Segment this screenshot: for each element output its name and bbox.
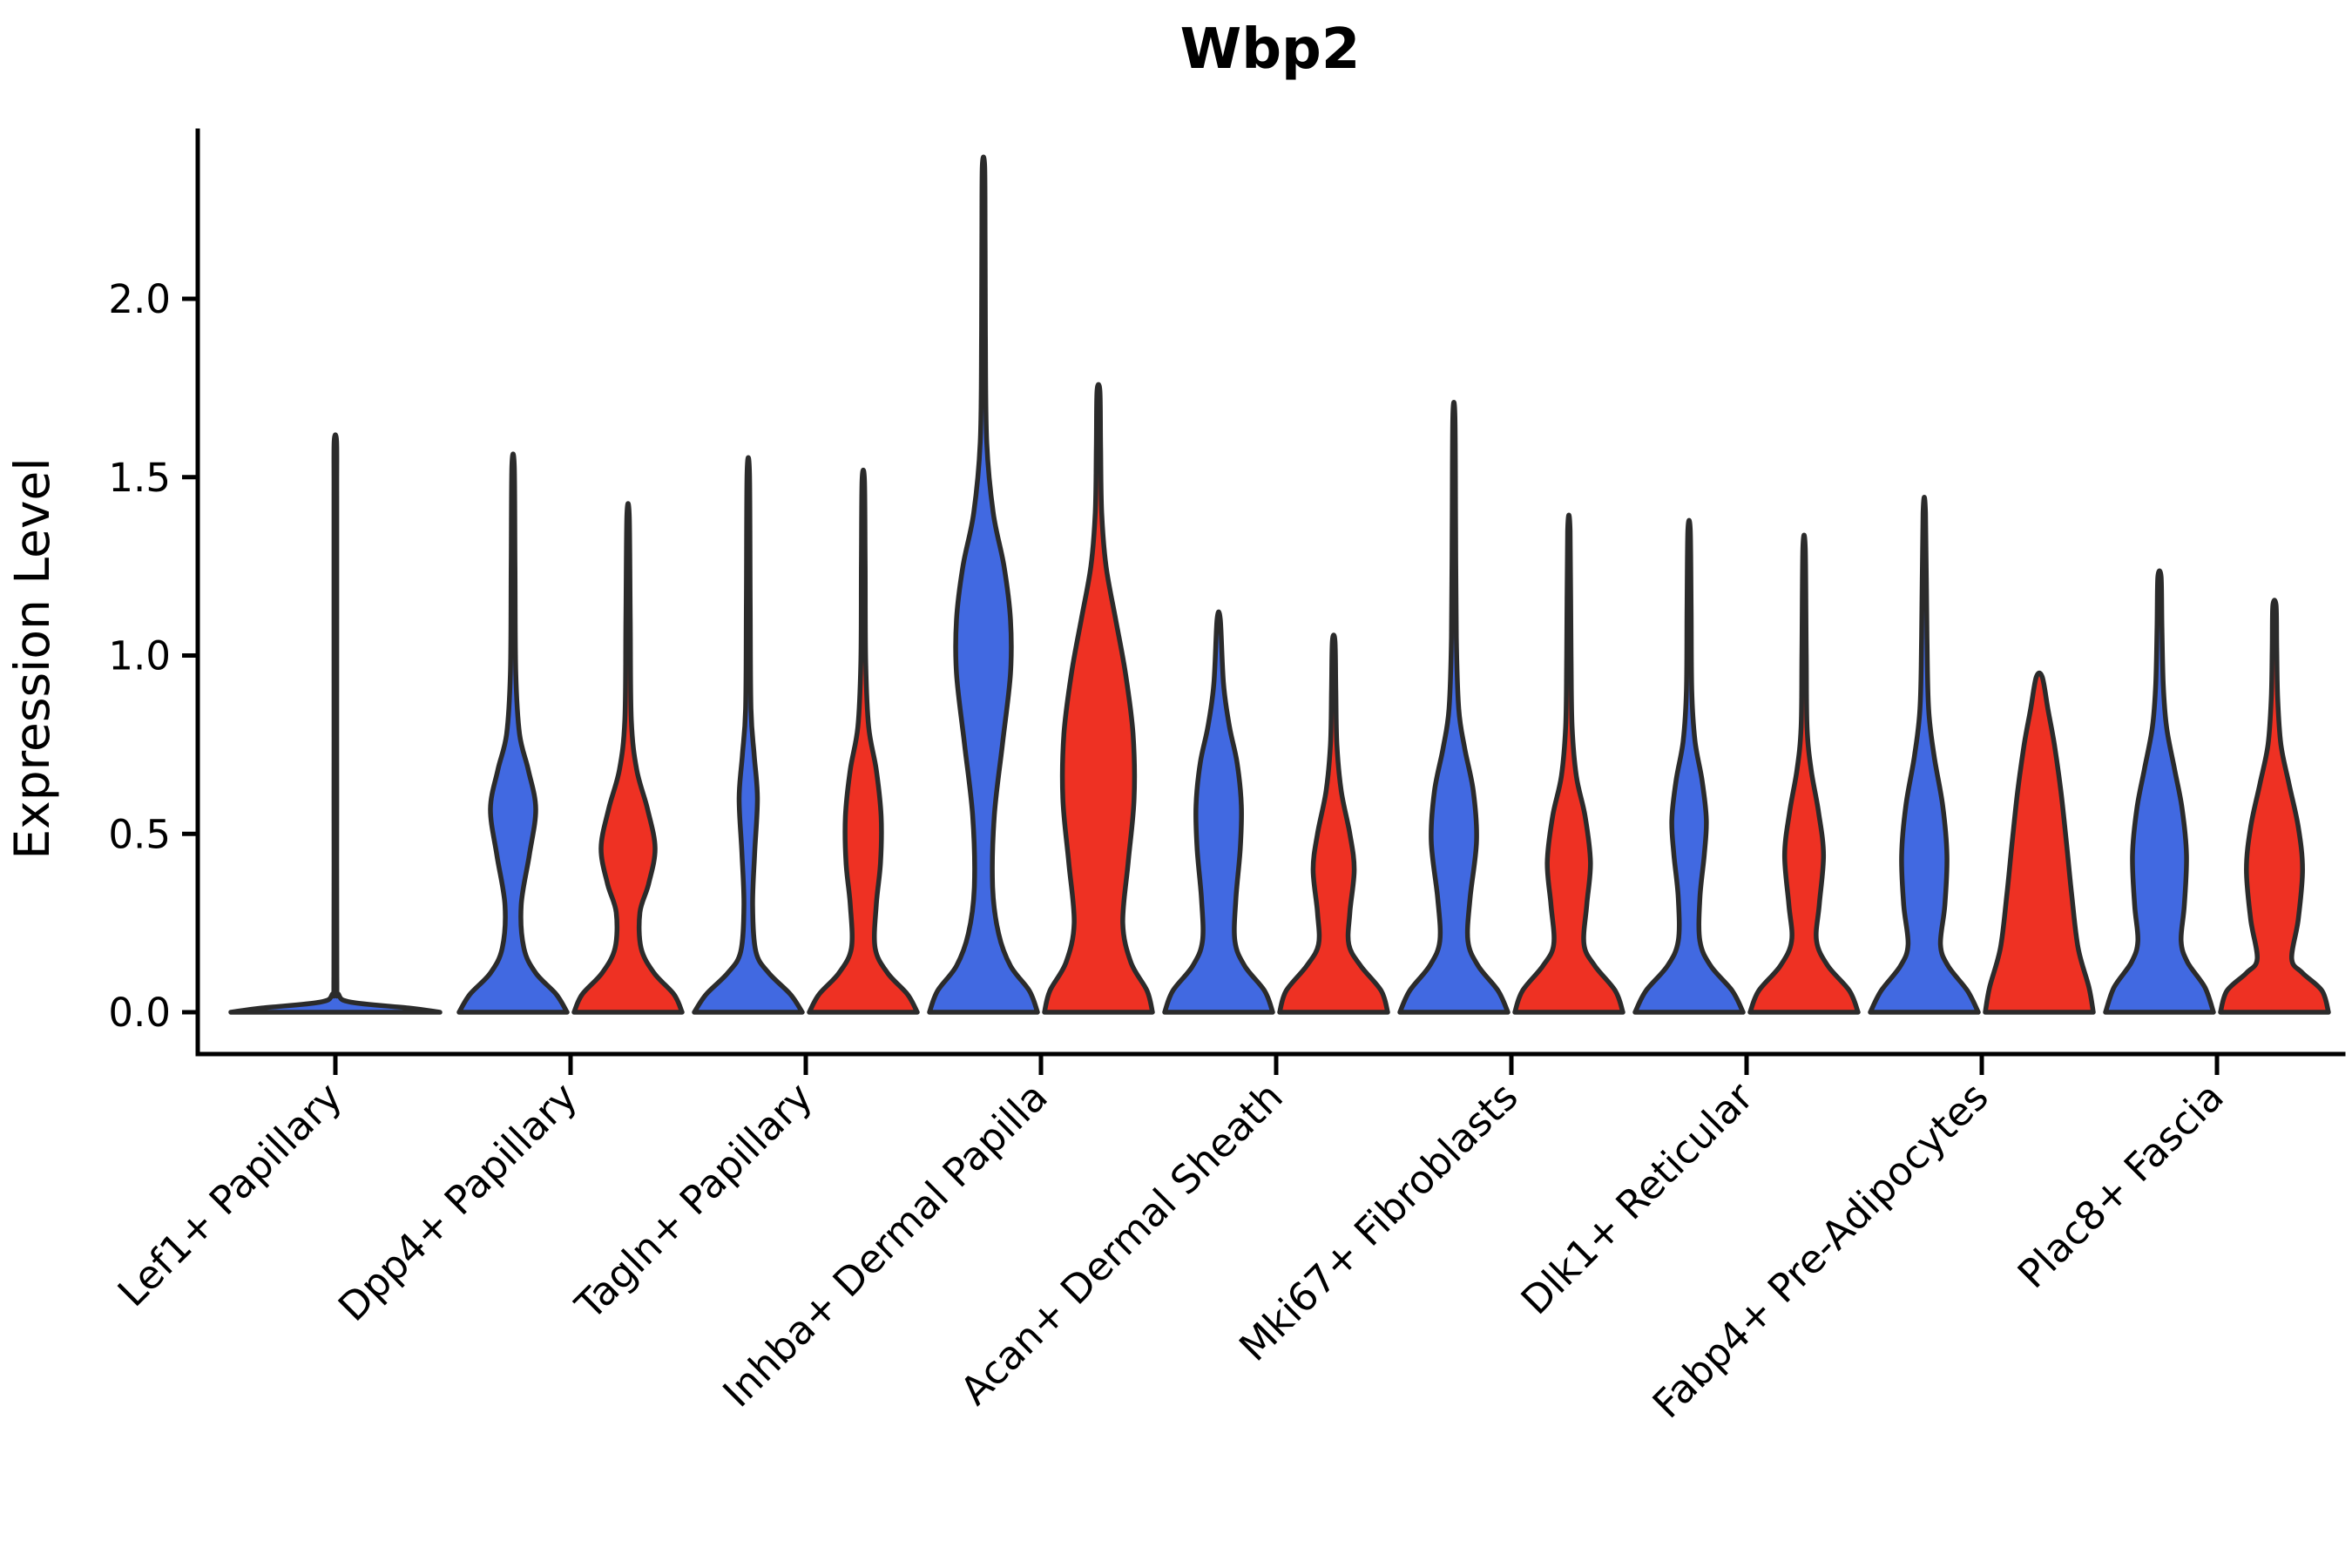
violin-red-category-4 <box>1277 632 1390 1015</box>
y-tick-label: 1.5 <box>108 455 171 501</box>
violin-red-category-8 <box>2218 598 2331 1015</box>
y-tick-label: 0.5 <box>108 811 171 857</box>
axis-spines <box>195 128 2346 1057</box>
violin-red-category-1 <box>571 501 685 1015</box>
x-tick-label-0: Lef1+ Papillary <box>109 1073 351 1315</box>
violin-blue-category-8 <box>2103 568 2216 1015</box>
violin-combined-category-0 <box>228 432 443 1015</box>
violin-blue-category-6 <box>1632 517 1746 1015</box>
x-tick-label-1: Dpp4+ Papillary <box>329 1073 586 1330</box>
y-axis-ticks: 0.0 0.5 1.0 1.5 2.0 <box>108 276 198 1036</box>
violin-blue-category-5 <box>1397 400 1511 1015</box>
y-tick-label: 0.0 <box>108 990 171 1036</box>
violin-blue-category-7 <box>1868 495 1981 1015</box>
violin-blue-category-3 <box>927 154 1040 1015</box>
violin-red-category-3 <box>1042 382 1155 1015</box>
violin-blue-category-2 <box>692 455 805 1015</box>
y-tick-label: 1.0 <box>108 633 171 679</box>
y-axis-label: Expression Level <box>4 457 60 859</box>
violin-red-category-5 <box>1512 512 1625 1015</box>
violins-layer <box>228 154 2331 1015</box>
violin-blue-category-4 <box>1162 609 1275 1015</box>
y-tick-label: 2.0 <box>108 276 171 322</box>
x-tick-label-6: Dlk1+ Reticular <box>1512 1073 1762 1323</box>
violin-blue-category-1 <box>456 451 570 1015</box>
x-tick-label-2: Tagln+ Papillary <box>566 1073 821 1328</box>
x-tick-label-8: Plac8+ Fascia <box>2009 1073 2233 1297</box>
violin-red-category-6 <box>1747 532 1861 1015</box>
chart-title: Wbp2 <box>1180 17 1361 82</box>
violin-red-category-2 <box>807 467 920 1015</box>
violin-red-category-7 <box>1983 670 2096 1015</box>
